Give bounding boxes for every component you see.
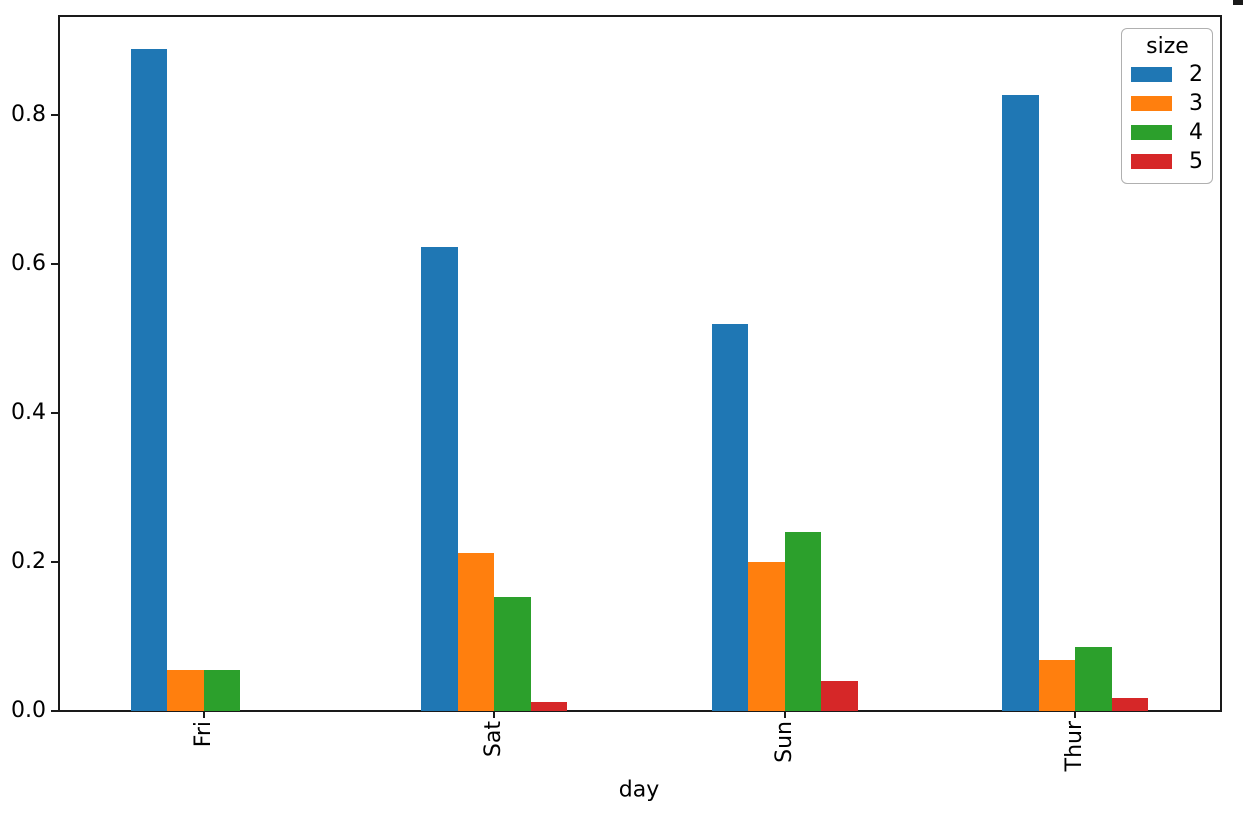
bar-thur-size-3 xyxy=(1038,659,1076,711)
legend-label: 2 xyxy=(1189,62,1203,87)
legend-swatch-icon xyxy=(1131,125,1172,140)
plot-area xyxy=(57,15,1222,712)
bar-sat-size-2 xyxy=(421,246,458,711)
legend-item-3: 3 xyxy=(1131,89,1204,118)
y-tick-label-0.0: 0.0 xyxy=(11,698,46,723)
legend-title: size xyxy=(1146,34,1189,59)
bar-fri-size-4 xyxy=(203,669,241,711)
x-axis-label: day xyxy=(618,777,660,803)
legend-swatch-icon xyxy=(1131,154,1172,169)
y-tick-mark-0.8 xyxy=(51,114,58,117)
bar-thur-size-5 xyxy=(1111,698,1149,711)
y-tick-label-0.2: 0.2 xyxy=(11,549,46,575)
bar-thur-size-4 xyxy=(1075,646,1112,711)
y-tick-mark-0.2 xyxy=(51,561,58,564)
bar-sun-size-4 xyxy=(784,532,822,711)
y-tick-mark-0.4 xyxy=(51,412,58,415)
y-tick-mark-0.6 xyxy=(51,263,58,266)
legend-swatch-icon xyxy=(1131,96,1172,111)
legend-item-5: 5 xyxy=(1131,147,1204,176)
y-tick-label-0.4: 0.4 xyxy=(11,400,46,426)
y-tick-label-0.6: 0.6 xyxy=(11,251,46,277)
legend-swatch-icon xyxy=(1131,67,1172,82)
bar-fri-size-2 xyxy=(130,49,168,711)
legend-item-4: 4 xyxy=(1131,118,1204,147)
x-tick-mark-sat xyxy=(493,711,496,718)
bar-sat-size-5 xyxy=(530,702,568,711)
bar-sun-size-2 xyxy=(711,323,749,711)
bar-sun-size-5 xyxy=(821,681,858,711)
legend-item-2: 2 xyxy=(1131,60,1204,89)
x-tick-label-thur: Thur xyxy=(1062,721,1088,772)
legend-label: 5 xyxy=(1189,149,1203,174)
y-tick-label-0.8: 0.8 xyxy=(11,102,46,128)
bar-sat-size-4 xyxy=(494,597,531,711)
legend-rows: 2 3 4 5 xyxy=(1131,60,1204,176)
legend-label: 3 xyxy=(1189,91,1203,116)
corner-artifact xyxy=(1233,0,1243,5)
bar-sat-size-3 xyxy=(457,553,495,711)
bar-fri-size-3 xyxy=(167,669,204,711)
legend: size 2 3 4 5 xyxy=(1121,28,1213,184)
x-tick-label-sat: Sat xyxy=(481,721,507,758)
y-tick-mark-0.0 xyxy=(51,710,58,712)
x-tick-label-sun: Sun xyxy=(771,721,797,763)
x-tick-mark-fri xyxy=(202,711,205,718)
x-tick-mark-thur xyxy=(1074,711,1077,718)
x-tick-label-fri: Fri xyxy=(190,721,216,748)
x-tick-mark-sun xyxy=(783,711,786,718)
bar-thur-size-2 xyxy=(1002,94,1039,711)
legend-label: 4 xyxy=(1189,120,1203,145)
bar-sun-size-3 xyxy=(748,562,785,711)
